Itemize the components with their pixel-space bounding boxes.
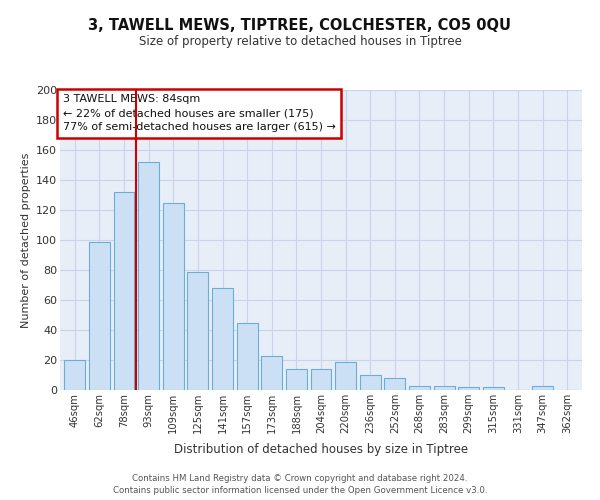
- Bar: [138, 162, 159, 390]
- Bar: [311, 369, 331, 390]
- Bar: [64, 360, 85, 390]
- Bar: [360, 375, 381, 390]
- Bar: [163, 202, 184, 390]
- Bar: [261, 356, 282, 390]
- Text: Contains HM Land Registry data © Crown copyright and database right 2024.
Contai: Contains HM Land Registry data © Crown c…: [113, 474, 487, 495]
- Y-axis label: Number of detached properties: Number of detached properties: [20, 152, 31, 328]
- Bar: [409, 386, 430, 390]
- Bar: [187, 272, 208, 390]
- Bar: [89, 242, 110, 390]
- Bar: [458, 387, 479, 390]
- Text: Size of property relative to detached houses in Tiptree: Size of property relative to detached ho…: [139, 35, 461, 48]
- Bar: [236, 322, 257, 390]
- Text: 3 TAWELL MEWS: 84sqm
← 22% of detached houses are smaller (175)
77% of semi-deta: 3 TAWELL MEWS: 84sqm ← 22% of detached h…: [62, 94, 335, 132]
- Bar: [286, 369, 307, 390]
- Text: 3, TAWELL MEWS, TIPTREE, COLCHESTER, CO5 0QU: 3, TAWELL MEWS, TIPTREE, COLCHESTER, CO5…: [89, 18, 511, 32]
- Bar: [532, 386, 553, 390]
- Bar: [385, 378, 406, 390]
- Text: Distribution of detached houses by size in Tiptree: Distribution of detached houses by size …: [174, 442, 468, 456]
- Bar: [335, 362, 356, 390]
- Bar: [113, 192, 134, 390]
- Bar: [212, 288, 233, 390]
- Bar: [434, 386, 455, 390]
- Bar: [483, 387, 504, 390]
